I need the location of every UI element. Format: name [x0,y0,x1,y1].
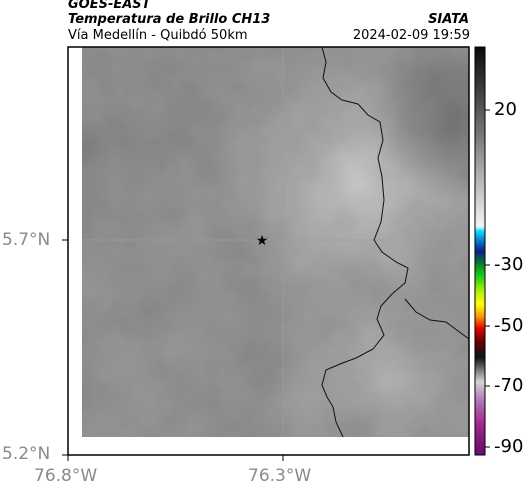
lat-tick-label: 5.2°N [2,444,51,464]
colorbar-label: -90 [494,436,524,457]
colorbar-label: -30 [494,254,524,275]
colorbar-label: 20 [494,99,517,120]
imagery-texture [82,47,469,437]
map-frame [67,46,470,456]
lon-tick-label: 76.8°W [34,466,98,486]
colorbar-label: -70 [494,375,524,396]
colorbar [474,46,486,456]
product-title: Temperatura de Brillo CH13 [68,12,271,27]
datetime-label: 2024-02-09 19:59 [352,28,470,43]
admin-border-line [321,47,409,437]
lon-tick-label: 76.3°W [248,466,312,486]
admin-border-line-east [404,298,469,340]
source-label: SIATA [428,12,469,27]
location-subtitle: Vía Medellín - Quibdó 50km [68,28,248,43]
satellite-title: GOES-EAST [68,0,151,12]
colorbar-label: -50 [494,315,524,336]
brightness-temperature-image [82,47,469,437]
star-icon: ★ [256,233,269,249]
lat-tick-label: 5.7°N [2,230,51,250]
